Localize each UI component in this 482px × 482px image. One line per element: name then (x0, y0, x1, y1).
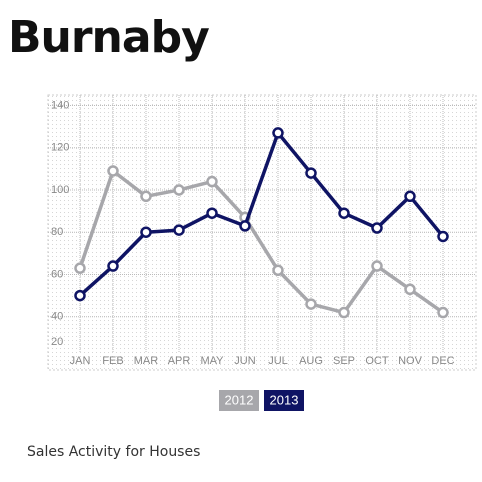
point (371, 260, 383, 272)
x-tick-label: AUG (299, 355, 323, 367)
series-line (78, 131, 445, 297)
x-tick-label: NOV (398, 355, 423, 367)
point (305, 167, 317, 179)
y-tick-label: 100 (51, 184, 69, 196)
point (140, 226, 152, 238)
point (140, 190, 152, 203)
point (74, 262, 86, 274)
point (272, 127, 284, 139)
y-tick-label: 80 (51, 226, 63, 238)
point (206, 175, 218, 188)
legend-swatch (219, 390, 259, 411)
point (437, 306, 449, 319)
point (437, 230, 449, 243)
chart-title: Burnaby (8, 12, 209, 63)
x-tick-label: APR (168, 355, 191, 367)
point (404, 283, 416, 296)
y-tick-label: 60 (51, 268, 63, 280)
x-tick-label: FEB (102, 355, 123, 367)
x-tick-label: OCT (365, 355, 389, 367)
legend-swatch (264, 390, 304, 411)
point (206, 207, 218, 219)
subtitle: Sales Activity for Houses (27, 444, 200, 460)
point (107, 260, 119, 272)
point (371, 222, 383, 234)
y-tick-label: 20 (51, 336, 63, 348)
x-tick-label: MAY (200, 355, 224, 367)
y-tick-label: 140 (51, 99, 69, 111)
x-tick-label: DEC (431, 355, 454, 367)
x-tick-label: JAN (70, 355, 91, 367)
point (272, 264, 284, 277)
point (173, 184, 185, 196)
series-line (78, 169, 445, 315)
point (173, 224, 185, 236)
point (107, 165, 119, 177)
legend-label: 2013 (270, 392, 299, 407)
point (338, 306, 350, 319)
point (404, 190, 416, 203)
x-tick-label: SEP (333, 355, 355, 367)
point (239, 220, 251, 232)
legend-label: 2012 (225, 392, 254, 407)
point (74, 289, 86, 302)
point (338, 207, 350, 219)
y-tick-label: 40 (51, 311, 63, 323)
x-tick-label: JUL (268, 355, 288, 367)
y-tick-label: 120 (51, 142, 69, 154)
x-tick-label: MAR (134, 355, 159, 367)
point (305, 298, 317, 310)
x-tick-label: JUN (234, 355, 255, 367)
